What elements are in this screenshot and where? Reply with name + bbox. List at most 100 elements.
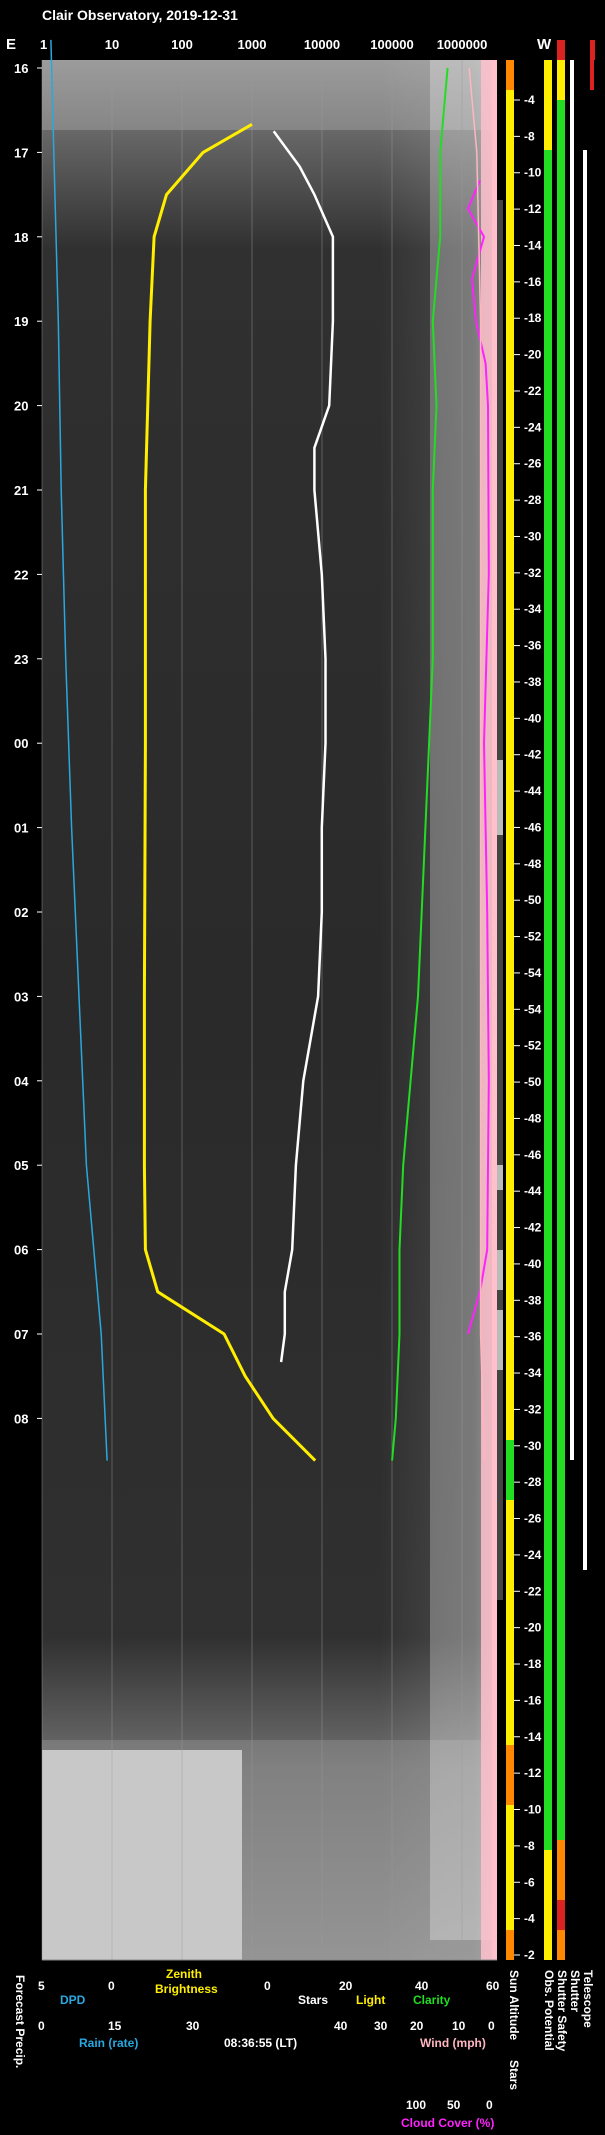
stars-status-seg xyxy=(497,1165,503,1190)
sun-tick-label: -50 xyxy=(524,893,542,907)
sun-tick-label: -32 xyxy=(524,1402,542,1416)
dpd-label: DPD xyxy=(60,1993,86,2007)
forecast-precip-bar xyxy=(506,60,514,1960)
hour-tick-label: 05 xyxy=(14,1158,28,1173)
hour-tick-label: 16 xyxy=(14,61,28,76)
sun-tick-label: -36 xyxy=(524,639,542,653)
wind-tick-30: 30 xyxy=(374,2019,388,2033)
sun-tick-label: -10 xyxy=(524,166,542,180)
label-sun-altitude: Sun Altitude xyxy=(507,1970,521,2041)
stars-label: Stars xyxy=(298,1993,328,2007)
grid xyxy=(41,60,463,1960)
stars-tick-20: 20 xyxy=(339,1979,353,1993)
sun-tick-label: -20 xyxy=(524,348,542,362)
top-tick-label: 1000 xyxy=(238,37,267,52)
hour-tick-label: 23 xyxy=(14,652,28,667)
sun-tick-label: -34 xyxy=(524,602,542,616)
status-columns xyxy=(506,40,595,1960)
sun-tick-label: -42 xyxy=(524,748,542,762)
wind-tick-10: 10 xyxy=(452,2019,466,2033)
cloud-cover-band xyxy=(481,60,493,1960)
top-tick-label: 100 xyxy=(171,37,193,52)
stars-status-seg xyxy=(497,1250,503,1290)
sun-tick-label: -30 xyxy=(524,1439,542,1453)
stars-status-seg xyxy=(497,1310,503,1370)
sun-tick-label: -6 xyxy=(524,1875,535,1889)
sun-tick-label: -8 xyxy=(524,1839,535,1853)
sun-tick-label: -12 xyxy=(524,202,542,216)
sun-tick-label: -40 xyxy=(524,1257,542,1271)
sun-tick-label: -22 xyxy=(524,1584,542,1598)
wind-band xyxy=(492,60,497,1960)
sun-tick-label: -26 xyxy=(524,457,542,471)
sun-tick-label: -16 xyxy=(524,275,542,289)
hour-tick-label: 17 xyxy=(14,145,28,160)
sun-tick-label: -28 xyxy=(524,1475,542,1489)
sky-image xyxy=(42,60,497,1960)
stars-status-seg xyxy=(497,780,503,835)
west-label: W xyxy=(537,36,552,53)
sun-tick-label: -54 xyxy=(524,966,542,980)
sun-tick-label: -30 xyxy=(524,529,542,543)
dpd-tick-0: 0 xyxy=(108,1979,115,1993)
wind-label: Wind (mph) xyxy=(420,2036,486,2050)
clarity-line xyxy=(391,67,449,1461)
stars-tick-40: 40 xyxy=(415,1979,429,1993)
sun-tick-label: -4 xyxy=(524,1912,535,1926)
top-tick-label: 1000000 xyxy=(437,37,488,52)
zenith-label-1: Zenith xyxy=(166,1967,202,1981)
label-shutter-safety: Shutter Safety xyxy=(555,1970,569,2052)
zenith-brightness-line xyxy=(142,122,317,1462)
label-obs-potential: Obs. Potential xyxy=(542,1970,556,2051)
top-tick-label: 100000 xyxy=(370,37,413,52)
dpd-tick-5: 5 xyxy=(38,1979,45,1993)
sun-tick-label: -44 xyxy=(524,1184,542,1198)
top-axis: 1 10 100 1000 10000 100000 1000000 xyxy=(40,37,487,52)
sun-tick-label: -38 xyxy=(524,675,542,689)
cloud-tick-100: 100 xyxy=(406,2098,426,2112)
hour-axis: 16 17 18 19 20 21 22 23 00 01 02 03 04 05 06 07 08 xyxy=(14,61,42,1426)
sun-tick-label: -4 xyxy=(524,93,535,107)
shutter-bar xyxy=(570,60,574,1460)
rain-tick-30: 30 xyxy=(186,2019,200,2033)
sun-tick-label: -20 xyxy=(524,1621,542,1635)
hour-tick-label: 02 xyxy=(14,905,28,920)
wind-tick-40: 40 xyxy=(334,2019,348,2033)
sun-tick-label: -52 xyxy=(524,1039,542,1053)
hour-tick-label: 08 xyxy=(14,1411,28,1426)
label-forecast-precip: Forecast Precip. xyxy=(13,1975,27,2068)
sun-tick-label: -2 xyxy=(524,1948,535,1962)
cloud-tick-0: 0 xyxy=(486,2098,493,2112)
sun-tick-label: -26 xyxy=(524,1512,542,1526)
sun-tick-label: -50 xyxy=(524,1075,542,1089)
wind-tick-20: 20 xyxy=(410,2019,424,2033)
rain-label: Rain (rate) xyxy=(79,2036,138,2050)
sun-tick-label: -34 xyxy=(524,1366,542,1380)
sun-tick-label: -18 xyxy=(524,1657,542,1671)
sun-tick-label: -12 xyxy=(524,1766,542,1780)
sun-tick-label: -14 xyxy=(524,238,542,252)
sun-altitude-axis: -4 -8 -10 -12 -14 -16 -18 -20 -22 -24 -26 -28 -30 -32… xyxy=(514,93,542,1962)
sun-tick-label: -16 xyxy=(524,1693,542,1707)
stars-status-bg xyxy=(497,200,503,1600)
chart-title: Clair Observatory, 2019-12-31 xyxy=(42,7,238,23)
stars-tick-60: 60 xyxy=(486,1979,500,1993)
rain-tick-0: 0 xyxy=(38,2019,45,2033)
light-label: Light xyxy=(356,1993,385,2007)
label-telescope: Telescope xyxy=(581,1970,595,2028)
sun-tick-label: -18 xyxy=(524,311,542,325)
stars-tick-0: 0 xyxy=(264,1979,271,1993)
hour-tick-label: 07 xyxy=(14,1327,28,1342)
stars-status-seg xyxy=(497,760,503,790)
sun-tick-label: -44 xyxy=(524,784,542,798)
hour-tick-label: 18 xyxy=(14,230,28,245)
hour-tick-label: 00 xyxy=(14,736,28,751)
sun-tick-label: -10 xyxy=(524,1803,542,1817)
sun-tick-label: -32 xyxy=(524,566,542,580)
hour-tick-label: 19 xyxy=(14,314,28,329)
stars-status-column xyxy=(497,200,503,1600)
clarity-label: Clarity xyxy=(413,1993,451,2007)
top-tick-label: 10000 xyxy=(304,37,340,52)
hour-tick-label: 06 xyxy=(14,1243,28,1258)
sun-tick-label: -24 xyxy=(524,1548,542,1562)
